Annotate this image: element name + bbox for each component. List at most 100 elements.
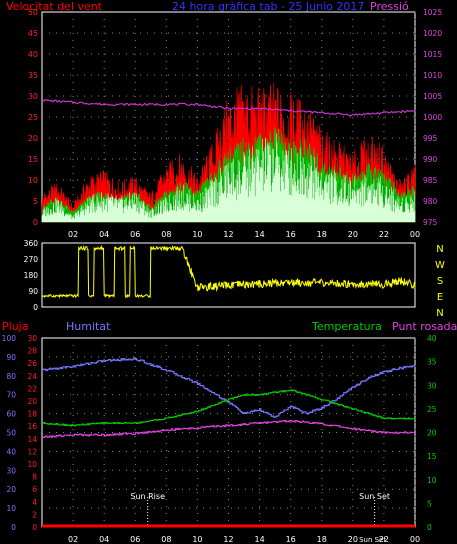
chart2-direction-label: N [436, 244, 443, 255]
chart2-left-tick: 0 [33, 303, 38, 312]
chart3-humidity-tick: 30 [6, 466, 16, 475]
series-humidity [42, 357, 416, 418]
chart3-rain-tick: 12 [27, 447, 37, 456]
chart3-humidity-tick: 20 [6, 485, 16, 494]
chart3-temperature-tick: 15 [427, 452, 437, 461]
chart3-humidity-tick: 40 [6, 447, 16, 456]
chart1-right-tick: 990 [423, 155, 438, 164]
chart3-temperature-tick: 25 [427, 405, 437, 414]
chart2-direction-label: W [435, 260, 445, 271]
chart3-x-tick: 08 [161, 535, 171, 544]
chart1-right-tick: 980 [423, 197, 438, 206]
chart3-rain-tick: 28 [27, 347, 37, 356]
chart1-left-tick: 5 [33, 197, 38, 206]
chart2-frame [41, 242, 416, 308]
series-wind [41, 133, 416, 222]
chart1-right-tick: 985 [423, 176, 438, 185]
chart3-humidity-tick: 90 [6, 353, 16, 362]
chart1-left-tick: 35 [28, 71, 38, 80]
chart2-direction-label: N [436, 308, 443, 319]
chart3-humidity-tick: 100 [2, 334, 17, 343]
chart1-x-tick: 08 [161, 230, 171, 239]
chart1-x-tick: 00 [410, 230, 420, 239]
chart1-x-tick: 22 [379, 230, 389, 239]
chart3-humidity-tick: 50 [6, 429, 16, 438]
chart3-x-tick: 06 [130, 535, 140, 544]
chart3-label-dewpoint: Punt rosada [392, 320, 457, 333]
chart1-left-tick: 45 [28, 29, 38, 38]
chart3-label-rain: Pluja [2, 320, 28, 333]
chart1-left-tick: 0 [33, 218, 38, 227]
chart3-x-tick: 20 [348, 535, 358, 544]
chart1-right-tick: 1010 [423, 71, 442, 80]
chart3-rain-tick: 30 [27, 334, 37, 343]
sunset-axis-label: Sun Set [359, 536, 386, 544]
chart3-rain-tick: 8 [32, 473, 37, 482]
chart3-x-tick: 10 [192, 535, 202, 544]
chart3-rain-tick: 20 [27, 397, 37, 406]
chart1-left-label: Velocitat del vent [6, 0, 103, 13]
chart1-right-tick: 995 [423, 134, 438, 143]
chart1-right-tick: 1020 [423, 29, 442, 38]
chart2-left-tick: 90 [28, 287, 38, 296]
chart3-rain-tick: 16 [27, 422, 37, 431]
chart3-x-tick: 02 [68, 535, 78, 544]
chart1-right-label: Pressió [370, 0, 409, 13]
chart2-left-tick: 180 [24, 271, 39, 280]
chart3-x-tick: 22 [379, 535, 389, 544]
chart1-right-tick: 1025 [423, 8, 442, 17]
chart3-temperature-tick: 30 [427, 381, 437, 390]
chart1-left-tick: 30 [28, 92, 38, 101]
chart1-right-tick: 1015 [423, 50, 442, 59]
chart1-x-tick: 20 [348, 230, 358, 239]
sunset-label: Sun Set [359, 492, 390, 501]
chart1-right-tick: 1005 [423, 92, 442, 101]
chart3-temperature-tick: 0 [427, 523, 432, 532]
series-pressure [41, 98, 416, 117]
chart1-x-tick: 18 [317, 230, 327, 239]
chart2-direction-label: E [437, 292, 443, 303]
chart3-humidity-tick: 10 [6, 504, 16, 513]
chart3-humidity-tick: 0 [11, 523, 16, 532]
chart1-right-tick: 975 [423, 218, 438, 227]
chart3-label-temperature: Temperatura [311, 320, 382, 333]
chart3-rain-tick: 22 [27, 384, 37, 393]
chart3-temperature-tick: 40 [427, 334, 437, 343]
chart3-rain-tick: 18 [27, 410, 37, 419]
sunrise-label: Sun Rise [130, 492, 165, 501]
chart1-right-tick: 1000 [423, 113, 442, 122]
chart1-x-tick: 06 [130, 230, 140, 239]
chart3-x-tick: 04 [99, 535, 109, 544]
chart3-x-tick: 18 [317, 535, 327, 544]
series-wind-direction [41, 244, 416, 299]
chart1-x-tick: 04 [99, 230, 109, 239]
chart1-left-tick: 20 [28, 134, 38, 143]
chart3-rain-tick: 26 [27, 359, 37, 368]
chart3-temperature-tick: 10 [427, 476, 437, 485]
chart3-temperature-tick: 20 [427, 429, 437, 438]
chart3-humidity-tick: 60 [6, 410, 16, 419]
chart3-x-tick: 12 [223, 535, 233, 544]
chart3-humidity-tick: 80 [6, 372, 16, 381]
chart1-title: 24 hora gràfica tab - 25 Junio 2017 [172, 0, 364, 13]
chart3-rain-tick: 24 [27, 372, 37, 381]
chart3-rain-tick: 10 [27, 460, 37, 469]
chart1-x-tick: 16 [286, 230, 296, 239]
chart1-x-tick: 02 [68, 230, 78, 239]
chart1-x-tick: 14 [254, 230, 264, 239]
chart2-direction-label: S [437, 276, 443, 287]
chart3-temperature-tick: 5 [427, 499, 432, 508]
series-temperature [42, 389, 416, 427]
chart1-left-tick: 50 [28, 8, 38, 17]
chart1-x-tick: 12 [223, 230, 233, 239]
chart1-x-tick: 10 [192, 230, 202, 239]
chart3-x-tick: 14 [254, 535, 264, 544]
chart1-left-tick: 25 [28, 113, 38, 122]
chart3-x-tick: 16 [286, 535, 296, 544]
chart2-left-tick: 270 [24, 255, 39, 264]
chart3-rain-tick: 4 [32, 498, 37, 507]
chart1-left-tick: 40 [28, 50, 38, 59]
chart1-left-tick: 15 [28, 155, 38, 164]
series-dewpoint [42, 419, 415, 438]
